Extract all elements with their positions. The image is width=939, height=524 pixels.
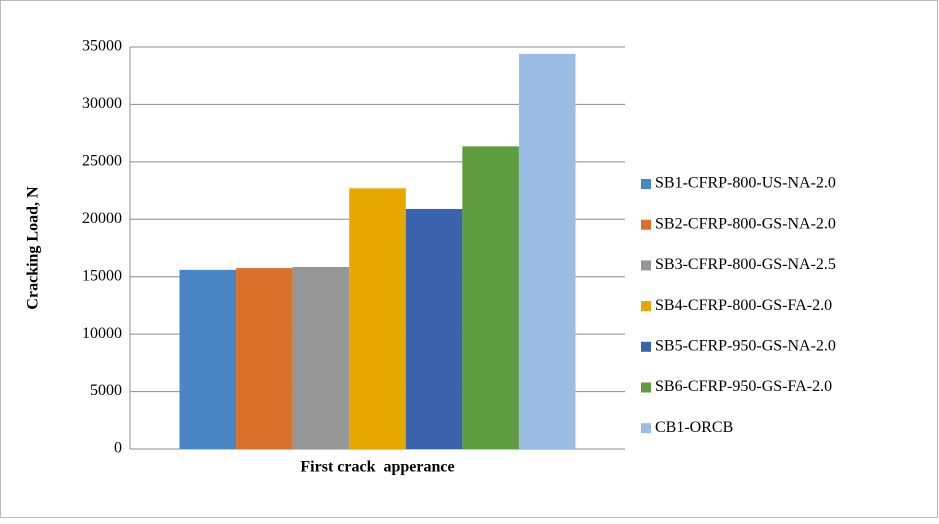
legend-swatch (641, 219, 651, 230)
legend-swatch (641, 341, 651, 352)
legend-swatch (641, 423, 651, 434)
y-tick-label: 35000 (82, 38, 122, 55)
bar (518, 53, 576, 450)
legend-label: SB2-CFRP-800-GS-NA-2.0 (655, 215, 836, 232)
y-tick-label: 30000 (82, 95, 122, 112)
bar (292, 266, 350, 449)
bar (179, 269, 237, 449)
legend-label: SB5-CFRP-950-GS-NA-2.0 (655, 337, 836, 354)
bar (236, 268, 293, 449)
y-axis-label: Cracking Load, N (25, 186, 42, 310)
legend-label: SB6-CFRP-950-GS-FA-2.0 (655, 378, 832, 395)
y-tick-label: 10000 (82, 325, 122, 342)
bar (405, 208, 463, 449)
bar (349, 188, 406, 449)
y-tick-label: 20000 (82, 210, 122, 227)
legend-label: CB1-ORCB (655, 419, 733, 436)
legend-label: SB1-CFRP-800-US-NA-2.0 (655, 175, 836, 192)
y-tick-label: 0 (114, 440, 122, 457)
legend-swatch (641, 260, 651, 271)
legend-swatch (641, 382, 651, 393)
legend-label: SB4-CFRP-800-GS-FA-2.0 (655, 297, 832, 314)
legend-swatch (641, 301, 651, 312)
legend-swatch (641, 179, 651, 189)
legend-label: SB3-CFRP-800-GS-NA-2.5 (655, 256, 836, 273)
y-tick-label: 25000 (82, 153, 122, 170)
y-tick-label: 5000 (90, 382, 122, 399)
bar (462, 146, 519, 449)
x-tick-label: First crack apperance (300, 459, 454, 476)
y-tick-label: 15000 (82, 267, 122, 284)
